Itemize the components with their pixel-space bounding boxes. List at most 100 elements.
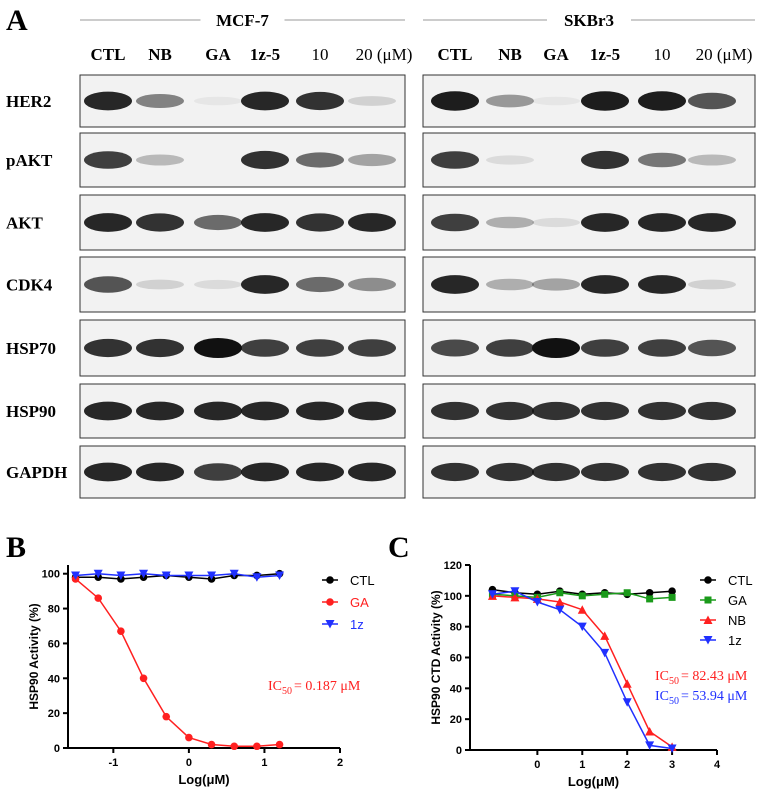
marker xyxy=(555,605,565,615)
legend-label: NB xyxy=(728,613,746,628)
y-tick-label: 20 xyxy=(450,714,462,726)
band xyxy=(296,462,344,482)
marker xyxy=(646,595,654,603)
marker xyxy=(161,571,171,580)
band xyxy=(581,213,629,232)
marker xyxy=(556,589,564,597)
x-tick-label: 3 xyxy=(669,759,675,771)
legend-label: CTL xyxy=(728,573,753,588)
band xyxy=(486,94,534,108)
y-tick-label: 20 xyxy=(48,708,60,720)
annotation-text: = 0.187 μM xyxy=(294,679,361,694)
series-line xyxy=(492,590,673,750)
lane-label: 1z-5 xyxy=(590,45,620,64)
annotation-sub: 50 xyxy=(669,696,679,707)
band xyxy=(136,338,184,358)
band xyxy=(486,216,534,229)
band xyxy=(136,462,184,482)
band xyxy=(84,213,132,232)
lane-label: NB xyxy=(498,45,522,64)
panel-label: A xyxy=(6,4,28,37)
cell-line-label: SKBr3 xyxy=(564,11,614,30)
row-label: HER2 xyxy=(6,92,51,111)
marker xyxy=(510,592,520,602)
band xyxy=(688,92,736,110)
band xyxy=(581,150,629,170)
marker xyxy=(645,741,655,750)
row-label: HSP90 xyxy=(6,402,56,421)
x-tick-label: 4 xyxy=(714,759,721,771)
band xyxy=(241,401,289,421)
y-tick-label: 100 xyxy=(42,569,60,581)
marker xyxy=(71,571,81,580)
y-tick-label: 80 xyxy=(450,622,462,634)
marker xyxy=(185,733,193,742)
band xyxy=(348,339,396,357)
marker xyxy=(93,569,103,579)
band xyxy=(136,154,184,166)
marker xyxy=(139,569,149,579)
lane-label: 10 xyxy=(312,45,329,64)
row-label: HSP70 xyxy=(6,339,56,358)
marker xyxy=(230,742,239,751)
band xyxy=(532,401,580,421)
band xyxy=(84,462,132,482)
band xyxy=(241,91,289,111)
marker xyxy=(275,571,285,580)
marker xyxy=(668,587,676,596)
band xyxy=(638,213,686,232)
annotation: IC50 = 82.43 μM xyxy=(655,669,748,687)
band xyxy=(194,214,242,231)
marker xyxy=(577,622,587,632)
y-tick-label: 0 xyxy=(456,745,462,757)
band xyxy=(241,462,289,482)
band xyxy=(532,462,580,482)
legend-label: CTL xyxy=(350,573,375,588)
band xyxy=(84,151,132,169)
annotation-prefix: IC xyxy=(655,689,669,704)
panel-label: C xyxy=(388,531,410,564)
marker xyxy=(623,589,631,597)
annotation-sub: 50 xyxy=(282,686,292,697)
marker xyxy=(622,698,632,707)
band xyxy=(431,275,479,294)
marker xyxy=(162,712,171,721)
legend-marker xyxy=(326,576,334,584)
x-tick-label: 2 xyxy=(337,757,343,769)
band xyxy=(348,153,396,167)
lane-label: 1z-5 xyxy=(250,45,280,64)
y-tick-label: 60 xyxy=(450,653,462,665)
band xyxy=(581,339,629,357)
band xyxy=(136,213,184,232)
marker xyxy=(532,598,542,607)
band xyxy=(84,276,132,293)
band xyxy=(296,213,344,232)
band xyxy=(348,401,396,421)
row-label: AKT xyxy=(6,214,44,233)
band xyxy=(532,96,580,106)
band xyxy=(431,151,479,169)
lane-label: NB xyxy=(148,45,172,64)
band xyxy=(532,338,580,358)
band xyxy=(688,462,736,482)
band xyxy=(581,275,629,294)
band xyxy=(431,213,479,232)
marker xyxy=(578,592,586,600)
marker xyxy=(229,569,239,579)
marker xyxy=(600,648,610,658)
band xyxy=(348,277,396,292)
band xyxy=(431,91,479,111)
series-line xyxy=(75,572,280,578)
band xyxy=(581,401,629,421)
lane-label: 20 (μM) xyxy=(356,45,413,64)
marker xyxy=(510,587,520,596)
marker xyxy=(487,590,497,599)
band xyxy=(194,463,242,481)
marker xyxy=(116,571,126,580)
band xyxy=(241,339,289,357)
legend-marker xyxy=(703,636,713,645)
band xyxy=(136,401,184,421)
lane-label: CTL xyxy=(438,45,473,64)
y-axis-label: HSP90 Activity (%) xyxy=(27,603,41,709)
marker xyxy=(577,605,587,614)
